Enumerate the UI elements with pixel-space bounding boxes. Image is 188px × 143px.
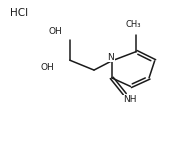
Text: OH: OH <box>41 63 55 72</box>
Text: OH: OH <box>48 27 62 36</box>
Text: HCl: HCl <box>10 8 28 18</box>
Text: NH: NH <box>123 95 136 104</box>
Text: N: N <box>107 53 114 62</box>
Text: CH₃: CH₃ <box>125 20 141 29</box>
